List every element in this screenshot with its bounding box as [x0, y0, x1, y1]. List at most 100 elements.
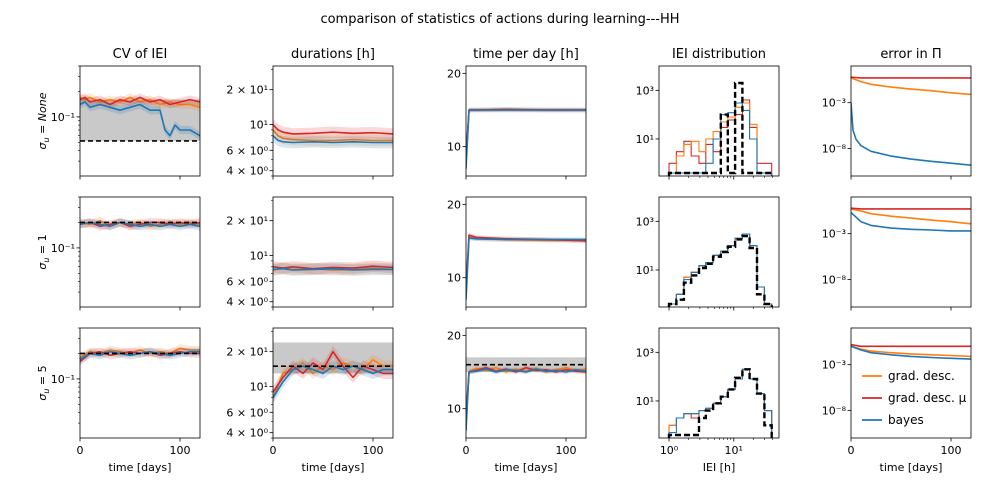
axes-frame	[658, 196, 780, 308]
axes-frame	[465, 65, 587, 177]
y-tick-label: 20	[447, 198, 461, 211]
y-tick-label: 10⁻¹	[51, 111, 75, 124]
reference-band	[80, 99, 200, 141]
x-tick-label: 0	[77, 444, 84, 457]
x-axis-label: time [days]	[302, 461, 365, 474]
series-line-graddesc	[851, 76, 971, 79]
y-tick-label: 10¹	[250, 119, 268, 132]
y-tick-label: 6 × 10⁰	[226, 406, 268, 419]
plot-area	[667, 81, 773, 176]
y-tick-label: 10⁻⁸	[822, 405, 847, 418]
row-label-none: σu = None	[36, 92, 51, 149]
legend-label-graddesc: grad. desc. μ	[888, 391, 967, 405]
axes-frame	[272, 65, 394, 177]
series-line-graddesc	[466, 108, 586, 158]
axes-frame	[658, 65, 780, 177]
y-tick-label: 10¹	[636, 133, 654, 146]
plot-area	[273, 118, 393, 149]
column-title-cv: CV of IEI	[113, 47, 168, 62]
y-tick-label: 2 × 10¹	[226, 84, 268, 97]
row-label-5: σu = 5	[36, 365, 51, 400]
x-tick-label: 100	[363, 444, 384, 457]
legend: grad. desc. grad. desc. μ bayes	[862, 369, 967, 427]
panel-dist-none: 10¹ 10³	[636, 65, 780, 180]
column-title-tpd: time per day [h]	[473, 47, 579, 62]
axes-frame	[79, 196, 201, 308]
legend-label-bayes: bayes	[888, 413, 924, 427]
axes-frame	[465, 327, 587, 439]
series-line-bayes	[851, 212, 971, 232]
y-tick-label: 4 × 10⁰	[226, 165, 268, 178]
y-tick-label: 10⁻³	[822, 97, 846, 110]
y-tick-label: 10	[447, 141, 461, 154]
y-tick-label: 10¹	[636, 264, 654, 277]
column-title-dist: IEI distribution	[672, 47, 766, 62]
y-tick-label: 10⁻¹	[51, 373, 75, 386]
panel-dur-1: 4 × 10⁰ 6 × 10⁰ 10¹ 2 × 10¹	[226, 196, 394, 311]
hist-reference	[667, 234, 773, 307]
series-band-graddesc	[466, 107, 586, 164]
x-tick-label: 100	[556, 444, 577, 457]
plot-area	[80, 93, 200, 142]
x-axis-label: time [days]	[880, 461, 943, 474]
x-tick-label: 0	[848, 444, 855, 457]
panel-err-5: 10⁻⁸ 10⁻³ 0 100 time [days]	[822, 327, 972, 474]
y-tick-label: 6 × 10⁰	[226, 275, 268, 288]
series-line-bayes	[80, 221, 200, 228]
series-band-bayes	[466, 366, 586, 433]
y-tick-label: 10³	[636, 215, 654, 228]
axes-frame	[658, 327, 780, 439]
panel-err-none: 10⁻⁸ 10⁻³	[822, 65, 972, 180]
y-tick-label: 10¹	[250, 381, 268, 394]
y-tick-label: 10⁻⁸	[822, 143, 847, 156]
y-tick-label: 10	[447, 272, 461, 285]
plot-area	[466, 357, 586, 433]
series-line-bayes	[851, 102, 971, 166]
plot-area	[466, 232, 586, 302]
series-line-graddesc	[466, 366, 586, 417]
panel-cv-none: 10⁻¹	[51, 65, 201, 180]
series-band-bayes	[466, 107, 586, 171]
plot-area	[667, 368, 773, 438]
series-line-graddesc	[851, 208, 971, 225]
series-line-graddesc	[273, 124, 393, 135]
y-tick-label: 10⁻³	[822, 359, 846, 372]
series-band-bayes	[466, 235, 586, 302]
panel-tpd-5: 10 20 0 100 time [days]	[447, 327, 587, 474]
series-line-graddesc	[80, 96, 200, 106]
plot-area	[667, 233, 773, 307]
panels: CV of IEI durations [h] time per day [h] IE…	[36, 47, 972, 474]
y-tick-label: 10	[447, 403, 461, 416]
y-tick-label: 10¹	[250, 250, 268, 263]
series-band-bayes	[80, 97, 200, 140]
series-line-bayes	[273, 267, 393, 271]
series-band-bayes	[80, 218, 200, 231]
series-line-graddesc	[851, 207, 971, 210]
y-tick-label: 6 × 10⁰	[226, 144, 268, 157]
plot-area	[80, 216, 200, 231]
panel-cv-1: 10⁻¹	[51, 196, 201, 311]
panel-tpd-none: 10 20	[447, 65, 587, 180]
axes-frame	[850, 196, 972, 308]
y-tick-label: 10⁻³	[822, 228, 846, 241]
series-band-bayes	[273, 360, 393, 404]
x-axis-label: IEI [h]	[703, 461, 736, 474]
figure-title: comparison of statistics of actions duri…	[320, 12, 679, 27]
plot-area	[273, 260, 393, 276]
x-tick-label: 0	[463, 444, 470, 457]
x-tick-label: 10¹	[725, 444, 743, 457]
column-title-err: error in Π	[880, 47, 941, 62]
y-tick-label: 10⁻¹	[51, 242, 75, 255]
y-tick-label: 4 × 10⁰	[226, 296, 268, 309]
series-line-bayes	[80, 101, 200, 137]
series-line-bayes	[851, 345, 971, 360]
y-tick-label: 2 × 10¹	[226, 215, 268, 228]
plot-area	[466, 107, 586, 171]
axes-frame	[465, 196, 587, 308]
series-band-bayes	[851, 102, 971, 166]
series-line-graddesc	[851, 345, 971, 358]
y-tick-label: 4 × 10⁰	[226, 427, 268, 440]
axes-frame	[850, 65, 972, 177]
panel-dist-1: 10¹ 10³	[636, 196, 780, 311]
